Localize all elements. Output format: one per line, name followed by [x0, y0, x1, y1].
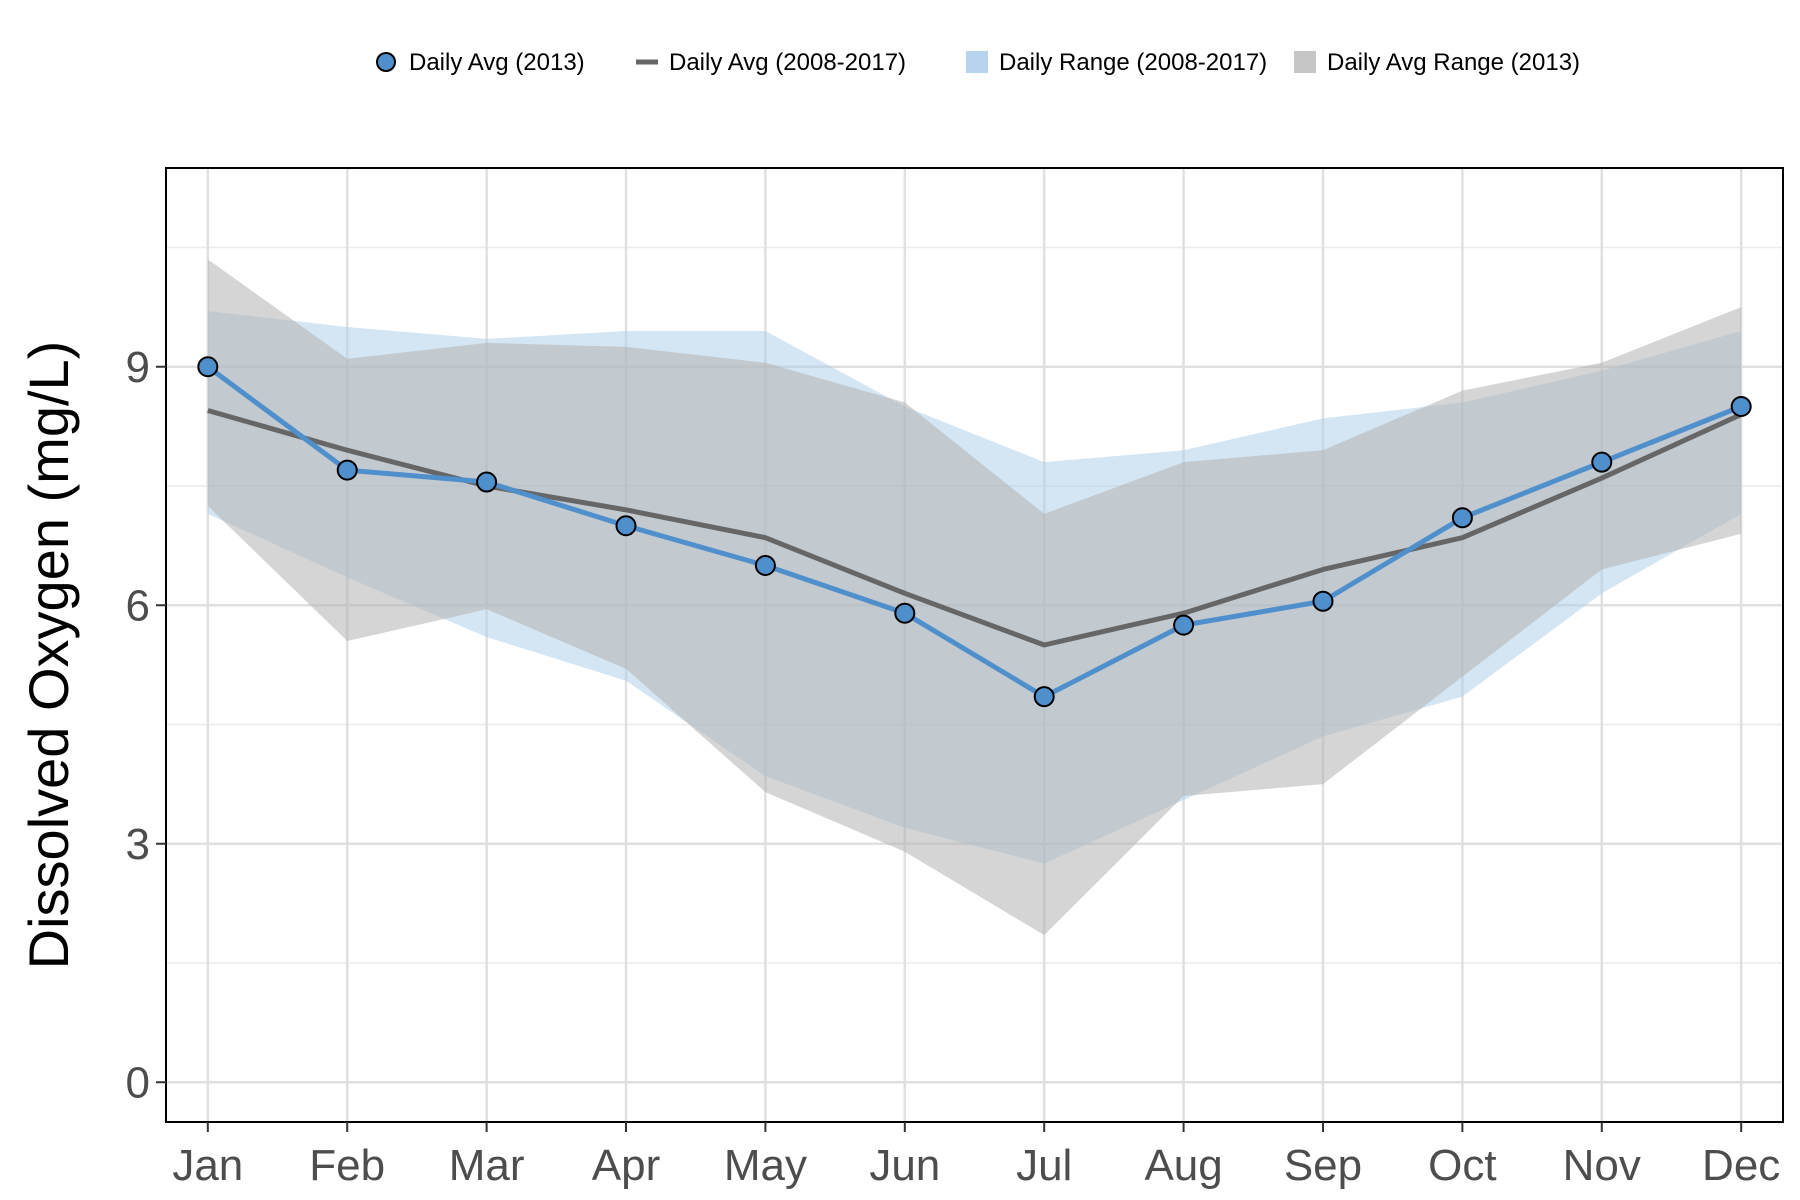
x-tick-label: Mar — [449, 1141, 525, 1190]
y-tick-label: 6 — [126, 581, 150, 630]
axes: 0 3 6 9 Jan Feb Mar Apr May Jun Jul Aug Sep Oct Nov Dec — [126, 343, 1781, 1190]
y-axis-title: Dissolved Oxygen (mg/L) — [17, 341, 80, 970]
y-tick-label: 9 — [126, 343, 150, 392]
point-avg-2013 — [1173, 614, 1195, 636]
x-tick-label: Aug — [1144, 1141, 1222, 1190]
x-tick-label: Feb — [309, 1141, 385, 1190]
y-tick-label: 3 — [126, 820, 150, 869]
point-avg-2013 — [615, 515, 637, 537]
legend-label: Daily Range (2008-2017) — [999, 49, 1267, 76]
plot-border — [165, 167, 1784, 1123]
point-avg-2013 — [1312, 590, 1334, 612]
legend: Daily Avg (2013) Daily Avg (2008-2017) Dai… — [376, 49, 1580, 76]
legend-key-range2013 — [1294, 51, 1316, 73]
legend-label: Daily Avg Range (2013) — [1327, 49, 1580, 76]
x-tick-label: Oct — [1428, 1141, 1496, 1190]
series-points — [197, 356, 1752, 708]
point-avg-2013 — [754, 555, 776, 576]
x-tick-label: May — [724, 1141, 807, 1190]
point-avg-2013 — [476, 471, 498, 493]
legend-label: Daily Avg (2013) — [409, 49, 585, 76]
x-tick-label: Jun — [869, 1141, 940, 1190]
point-avg-2013 — [1591, 451, 1613, 473]
point-avg-2013 — [894, 602, 916, 624]
ribbon-range2013 — [207, 259, 1742, 936]
x-tick-label: Jan — [172, 1141, 243, 1190]
point-avg-2013 — [336, 459, 358, 481]
legend-label: Daily Avg (2008-2017) — [669, 49, 906, 76]
x-tick-label: Sep — [1284, 1141, 1362, 1190]
point-avg-2013 — [197, 356, 219, 378]
line-avg-2013 — [206, 364, 1743, 700]
x-tick-label: Apr — [592, 1141, 660, 1190]
point-avg-2013 — [1033, 686, 1055, 708]
legend-key-avg-2013 — [376, 52, 396, 72]
legend-key-range_all — [966, 51, 988, 73]
x-tick-label: Jul — [1016, 1141, 1072, 1190]
x-tick-label: Nov — [1563, 1141, 1641, 1190]
y-tick-label: 0 — [126, 1058, 150, 1107]
range-ribbons — [207, 259, 1742, 936]
point-avg-2013 — [1451, 507, 1473, 529]
x-tick-label: Dec — [1702, 1141, 1780, 1190]
series-lines — [206, 364, 1743, 700]
point-avg-2013 — [1730, 396, 1752, 417]
